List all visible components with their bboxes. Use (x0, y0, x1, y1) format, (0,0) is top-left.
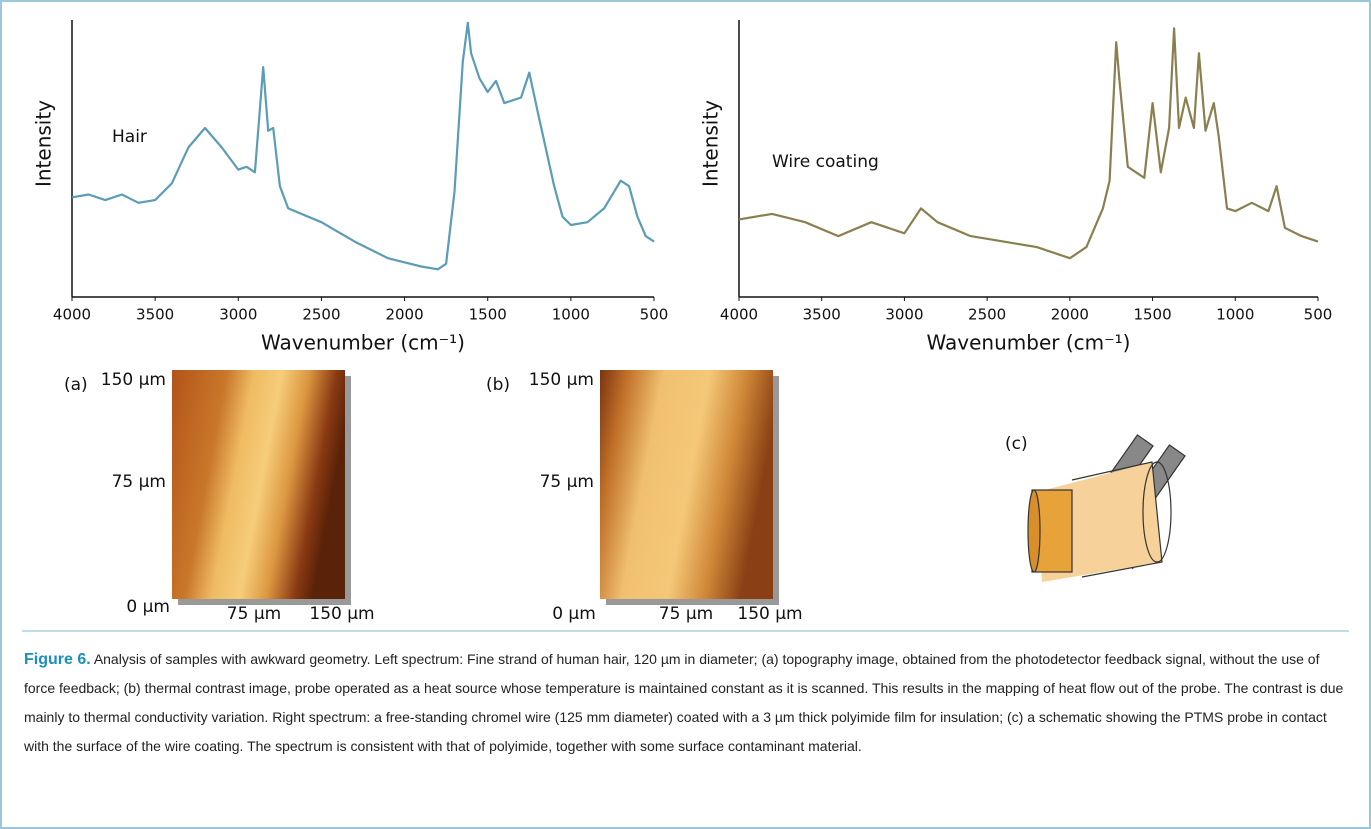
panel-label: (a) (64, 375, 88, 395)
x-axis-label: Wavenumber (cm⁻¹) (261, 331, 465, 355)
x-tick-label: 1500 (1133, 306, 1171, 324)
figure: 4000 3500 3000 2500 2000 1500 1000 500 Wavenumbe… (22, 20, 1349, 632)
x-tick-label: 2000 (1051, 306, 1089, 324)
caption-text: Analysis of samples with awkward geometr… (24, 651, 1344, 754)
x-tick-label: 500 (640, 306, 669, 324)
x-tick-label: 2500 (968, 306, 1006, 324)
x-tick-label: 1000 (552, 306, 590, 324)
y-label: 150 µm (101, 370, 166, 390)
spectrum-line (71, 21, 655, 271)
y-axis-label: Intensity (32, 100, 56, 187)
topography-image (172, 370, 345, 599)
x-label: 150 µm (737, 604, 802, 624)
x-tick-label: 3500 (136, 306, 174, 324)
panel-label: (b) (486, 375, 510, 395)
x-label: 75 µm (659, 604, 713, 624)
x-label: 75 µm (227, 604, 281, 624)
thermal-image (600, 370, 773, 599)
x-tick-label: 4000 (53, 306, 91, 324)
y-label: 75 µm (540, 472, 594, 492)
y-label: 150 µm (529, 370, 594, 390)
x-tick-label: 1500 (469, 306, 507, 324)
x-tick-label: 3000 (219, 306, 257, 324)
x-label: 0 µm (552, 604, 596, 624)
probe-schematic (1027, 434, 1186, 582)
spectrum-line (738, 27, 1319, 260)
annotation: Hair (112, 127, 147, 147)
x-tick-label: 2500 (302, 306, 340, 324)
annotation: Wire coating (772, 152, 879, 172)
panel-label: (c) (1005, 434, 1028, 454)
x-tick-label: 4000 (720, 306, 758, 324)
x-axis-label: Wavenumber (cm⁻¹) (927, 331, 1131, 355)
y-label: 75 µm (112, 472, 166, 492)
x-tick-label: 2000 (385, 306, 423, 324)
x-tick-label: 3000 (885, 306, 923, 324)
y-axis-label: Intensity (699, 100, 723, 187)
x-tick-label: 1000 (1216, 306, 1254, 324)
y-label: 0 µm (126, 597, 170, 617)
caption-label: Figure 6. (24, 651, 91, 668)
x-tick-label: 500 (1304, 306, 1333, 324)
x-tick-label: 3500 (803, 306, 841, 324)
x-label: 150 µm (309, 604, 374, 624)
caption: Figure 6. Analysis of samples with awkwa… (24, 645, 1344, 761)
